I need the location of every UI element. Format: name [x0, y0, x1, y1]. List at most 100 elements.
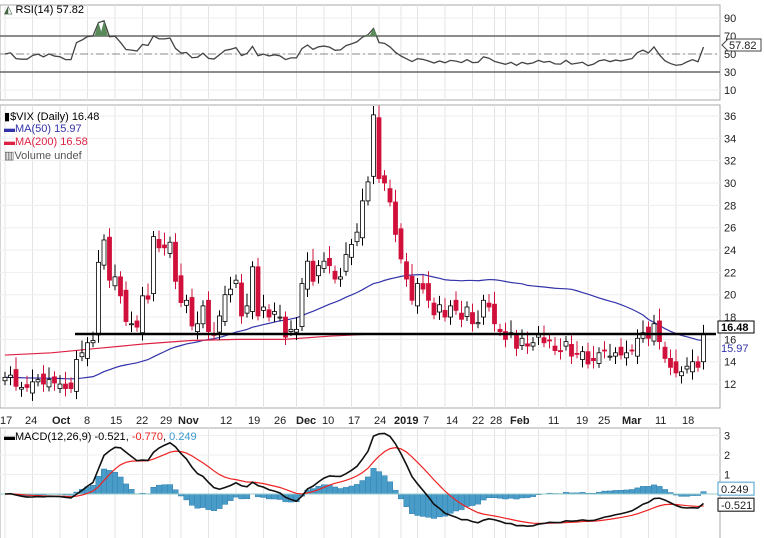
candle-body — [404, 261, 409, 280]
candle-body — [585, 351, 591, 365]
candle — [651, 314, 657, 346]
candle — [640, 320, 646, 343]
candle-body — [222, 294, 228, 322]
candle-body — [497, 328, 503, 332]
macd-tick-label: 2 — [724, 450, 730, 462]
candle — [338, 267, 343, 287]
candle-body — [217, 315, 222, 333]
candle-body — [184, 299, 189, 306]
macd-histogram-bar — [156, 484, 162, 495]
candle-body — [486, 302, 492, 308]
candle-body — [387, 188, 393, 203]
candle-body — [563, 341, 569, 347]
macd-signal-value: -0.770 — [131, 431, 164, 443]
date-tick-label: Nov — [178, 415, 200, 427]
candle — [387, 179, 393, 207]
candle-body — [129, 323, 134, 326]
macd-histogram-bar — [618, 490, 624, 495]
candle-body — [552, 345, 558, 351]
candle — [167, 236, 173, 258]
macd-legend: ▬MACD(12,26,9) -0.521, -0.770, 0.249 — [4, 431, 197, 443]
candle — [321, 252, 327, 273]
macd-histogram-bar — [271, 493, 278, 500]
macd-histogram-bar — [629, 489, 635, 495]
candle-body — [151, 236, 156, 295]
candle-body — [514, 335, 519, 349]
candle-body — [591, 357, 596, 362]
candle — [464, 301, 470, 321]
candle-body — [90, 340, 96, 344]
candle-body — [57, 383, 63, 389]
candle-body — [695, 361, 701, 368]
candle-body — [668, 357, 673, 368]
rsi-tick-label: 10 — [724, 85, 736, 97]
candle-body — [195, 323, 200, 332]
candle — [673, 349, 679, 378]
candle-body — [657, 320, 662, 343]
price-label: $VIX (Daily) — [10, 111, 69, 123]
rsi-legend: ◭ RSI(14) 57.82 — [4, 3, 84, 16]
macd-histogram-bar — [612, 490, 619, 495]
macd-histogram-bar — [343, 487, 349, 495]
ma50-line — [4, 273, 704, 380]
candle-body — [530, 342, 536, 347]
macd-histogram-bar — [150, 487, 157, 495]
date-tick-label: 22 — [472, 415, 484, 427]
candle — [552, 337, 558, 356]
candle — [129, 311, 134, 333]
macd-hist-value: 0.249 — [169, 431, 197, 443]
candle — [662, 341, 668, 363]
candle-body — [178, 275, 184, 303]
macd-histogram-bar — [403, 493, 410, 507]
candle — [299, 277, 305, 332]
candle-body — [580, 351, 585, 360]
price-tick-label: 36 — [724, 111, 736, 123]
candle-body — [470, 312, 475, 325]
macd-histogram-bar — [200, 493, 206, 508]
date-tick-label: 26 — [274, 415, 286, 427]
macd-histogram-bar — [183, 493, 190, 501]
macd-histogram-bar — [414, 493, 421, 516]
candle — [607, 343, 613, 361]
macd-histogram-bar — [469, 493, 476, 506]
candle — [189, 288, 195, 331]
macd-hist-axis-label: 0.249 — [721, 484, 749, 496]
candle — [305, 252, 310, 297]
candle — [426, 271, 431, 309]
candle — [525, 331, 530, 354]
date-tick-label: 7 — [423, 415, 429, 427]
candle-body — [299, 283, 305, 327]
date-tick-label: 15 — [110, 415, 122, 427]
candle — [140, 286, 145, 341]
candle — [316, 260, 321, 284]
candle — [690, 349, 695, 380]
macd-axis-box — [717, 497, 755, 512]
candle-body — [393, 201, 398, 235]
candle-body — [173, 241, 178, 282]
candle-body — [277, 316, 283, 319]
candle — [376, 105, 382, 184]
candle-body — [321, 260, 327, 269]
candle — [448, 300, 453, 325]
rsi-icon: ◭ — [4, 4, 13, 16]
price-tick-label: 22 — [724, 267, 736, 279]
candle-body — [574, 352, 580, 355]
candle-body — [228, 288, 233, 296]
macd-histogram-bar — [337, 488, 344, 495]
candle — [107, 228, 112, 289]
candle-body — [365, 181, 371, 202]
macd-histogram-bar — [189, 493, 195, 506]
price-tick-label: 24 — [724, 245, 736, 257]
candle — [327, 246, 332, 274]
candle-body — [96, 261, 101, 336]
candle-body — [189, 297, 195, 327]
macd-tick-label: 1 — [724, 470, 730, 482]
rsi-tick-label: 50 — [724, 49, 736, 61]
macd-label: MACD(12,26,9) — [15, 431, 92, 443]
candle-body — [272, 311, 277, 315]
rsi-label: RSI(14) — [15, 4, 54, 16]
candle — [162, 232, 167, 256]
macd-histogram-bar — [398, 493, 404, 500]
candle — [272, 302, 277, 323]
candle-body — [288, 328, 294, 332]
